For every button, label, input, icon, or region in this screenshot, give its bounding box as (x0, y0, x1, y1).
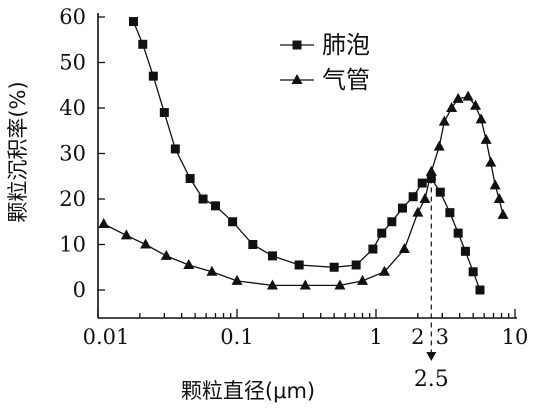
data-point (351, 260, 361, 270)
legend-label: 气管 (322, 66, 370, 94)
x-tick-label: 1 (369, 325, 382, 349)
x-tick-label: 2 (411, 325, 424, 349)
y-tick-label: 10 (59, 233, 86, 257)
data-point (387, 217, 397, 227)
data-point (160, 249, 172, 260)
data-point (206, 265, 218, 276)
data-point (446, 102, 458, 112)
x-tick-label: 10 (502, 325, 529, 349)
data-point (470, 99, 482, 110)
y-tick-label: 0 (73, 278, 86, 302)
series-trachea (98, 90, 509, 290)
x-axis-title: 颗粒直径(μm) (181, 379, 315, 403)
data-point (198, 194, 208, 204)
data-point (210, 201, 220, 211)
data-point (452, 92, 464, 103)
x-tick-label: 0.1 (220, 325, 253, 349)
data-point (425, 165, 437, 176)
annotation-arrow (426, 352, 437, 361)
data-point (493, 193, 505, 203)
data-point (433, 140, 445, 151)
data-point (417, 178, 427, 188)
legend-item: 肺泡 (280, 31, 370, 59)
data-point (398, 243, 410, 254)
y-tick-label: 60 (59, 5, 86, 29)
data-point (170, 144, 180, 154)
data-point (468, 267, 478, 277)
data-point (460, 246, 470, 256)
data-point (397, 203, 407, 213)
annotation: 2.5 (414, 178, 449, 392)
data-point (419, 193, 431, 203)
data-point (140, 238, 152, 249)
data-point (377, 228, 387, 238)
legend-label: 肺泡 (322, 31, 370, 59)
data-point (183, 258, 195, 269)
data-point (412, 206, 424, 217)
data-point (453, 228, 463, 238)
series-line (103, 95, 504, 287)
data-point (231, 274, 243, 285)
series-line (132, 21, 481, 291)
data-point (185, 174, 195, 184)
annotation-label: 2.5 (414, 367, 449, 392)
data-point (159, 108, 169, 118)
data-point (294, 260, 304, 270)
data-point (475, 285, 485, 295)
data-point (378, 265, 390, 276)
data-point (148, 71, 158, 81)
y-axis-title: 颗粒沉积率(%) (6, 81, 30, 222)
legend-marker (291, 74, 303, 84)
data-point (138, 39, 148, 49)
data-point (228, 217, 238, 227)
data-point (462, 90, 474, 101)
data-point (299, 279, 311, 290)
data-point (120, 229, 132, 240)
data-point (435, 187, 445, 197)
y-tick-label: 20 (59, 187, 86, 211)
data-point (98, 218, 110, 229)
series-group (98, 17, 509, 295)
series-alveoli (128, 17, 485, 295)
axis-ticks: 0.01 0.1 1 2 3 10 0 10 20 30 40 50 60 (59, 5, 528, 349)
x-tick-label: 3 (436, 325, 449, 349)
data-point (426, 174, 436, 184)
axes (97, 13, 517, 319)
data-point (248, 240, 258, 249)
data-point (128, 17, 138, 27)
data-point (480, 133, 492, 144)
y-tick-label: 50 (59, 51, 86, 75)
data-point (267, 251, 277, 261)
legend-marker (292, 40, 302, 50)
legend-item: 气管 (280, 66, 370, 94)
data-point (497, 208, 509, 219)
data-point (408, 192, 418, 202)
data-point (475, 113, 487, 124)
x-tick-label: 0.01 (83, 325, 130, 349)
y-tick-label: 30 (59, 142, 86, 166)
data-point (329, 262, 339, 272)
data-point (438, 115, 450, 126)
data-point (266, 279, 278, 290)
data-point (485, 156, 497, 167)
data-point (445, 208, 455, 218)
data-point (334, 279, 346, 290)
data-point (368, 244, 378, 254)
data-point (357, 274, 369, 285)
y-tick-label: 40 (59, 96, 86, 120)
data-point (489, 179, 501, 190)
